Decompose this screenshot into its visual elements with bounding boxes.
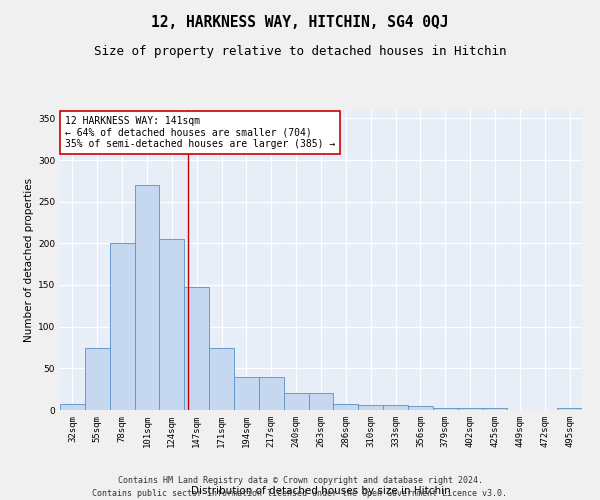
Bar — [334, 404, 358, 410]
Bar — [85, 348, 110, 410]
X-axis label: Distribution of detached houses by size in Hitchin: Distribution of detached houses by size … — [191, 486, 451, 496]
Bar — [184, 286, 209, 410]
Bar — [383, 405, 408, 410]
Bar — [458, 408, 482, 410]
Y-axis label: Number of detached properties: Number of detached properties — [24, 178, 34, 342]
Bar — [60, 404, 85, 410]
Bar — [234, 376, 259, 410]
Bar — [110, 244, 134, 410]
Text: Contains HM Land Registry data © Crown copyright and database right 2024.
Contai: Contains HM Land Registry data © Crown c… — [92, 476, 508, 498]
Text: Size of property relative to detached houses in Hitchin: Size of property relative to detached ho… — [94, 45, 506, 58]
Bar — [433, 408, 458, 410]
Bar — [308, 394, 334, 410]
Bar — [482, 408, 508, 410]
Text: 12, HARKNESS WAY, HITCHIN, SG4 0QJ: 12, HARKNESS WAY, HITCHIN, SG4 0QJ — [151, 15, 449, 30]
Bar — [259, 376, 284, 410]
Bar — [284, 394, 308, 410]
Bar — [160, 239, 184, 410]
Text: 12 HARKNESS WAY: 141sqm
← 64% of detached houses are smaller (704)
35% of semi-d: 12 HARKNESS WAY: 141sqm ← 64% of detache… — [65, 116, 335, 149]
Bar — [408, 406, 433, 410]
Bar — [134, 185, 160, 410]
Bar — [209, 348, 234, 410]
Bar — [557, 408, 582, 410]
Bar — [358, 405, 383, 410]
